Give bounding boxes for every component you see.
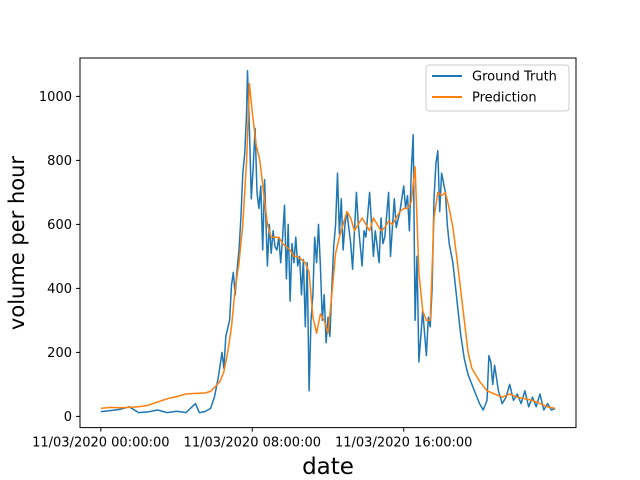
plot-frame	[79, 57, 577, 429]
y-tick-label: 1000	[39, 90, 72, 105]
y-tick-label: 600	[47, 218, 72, 233]
x-axis: 11/03/2020 00:00:00 11/03/2020 08:00:00 11…	[32, 427, 472, 451]
y-tick-label: 400	[47, 282, 72, 297]
legend-label-ground-truth: Ground Truth	[472, 70, 557, 85]
y-axis-label: volume per hour	[5, 156, 29, 330]
y-tick-label: 800	[47, 154, 72, 169]
series-line-prediction	[100, 82, 556, 410]
series-line-ground-truth	[100, 70, 556, 414]
y-tick-label: 0	[64, 410, 72, 425]
x-tick-label: 11/03/2020 00:00:00	[32, 436, 169, 451]
x-tick-label: 11/03/2020 08:00:00	[184, 436, 321, 451]
legend: Ground Truth Prediction	[425, 64, 570, 112]
x-axis-label: date	[302, 454, 354, 480]
y-tick-label: 200	[47, 346, 72, 361]
legend-label-prediction: Prediction	[472, 91, 537, 106]
y-axis: 0 200 400 600 800 1000	[39, 90, 80, 425]
x-tick-label: 11/03/2020 16:00:00	[335, 436, 472, 451]
plot-lines	[100, 70, 556, 414]
